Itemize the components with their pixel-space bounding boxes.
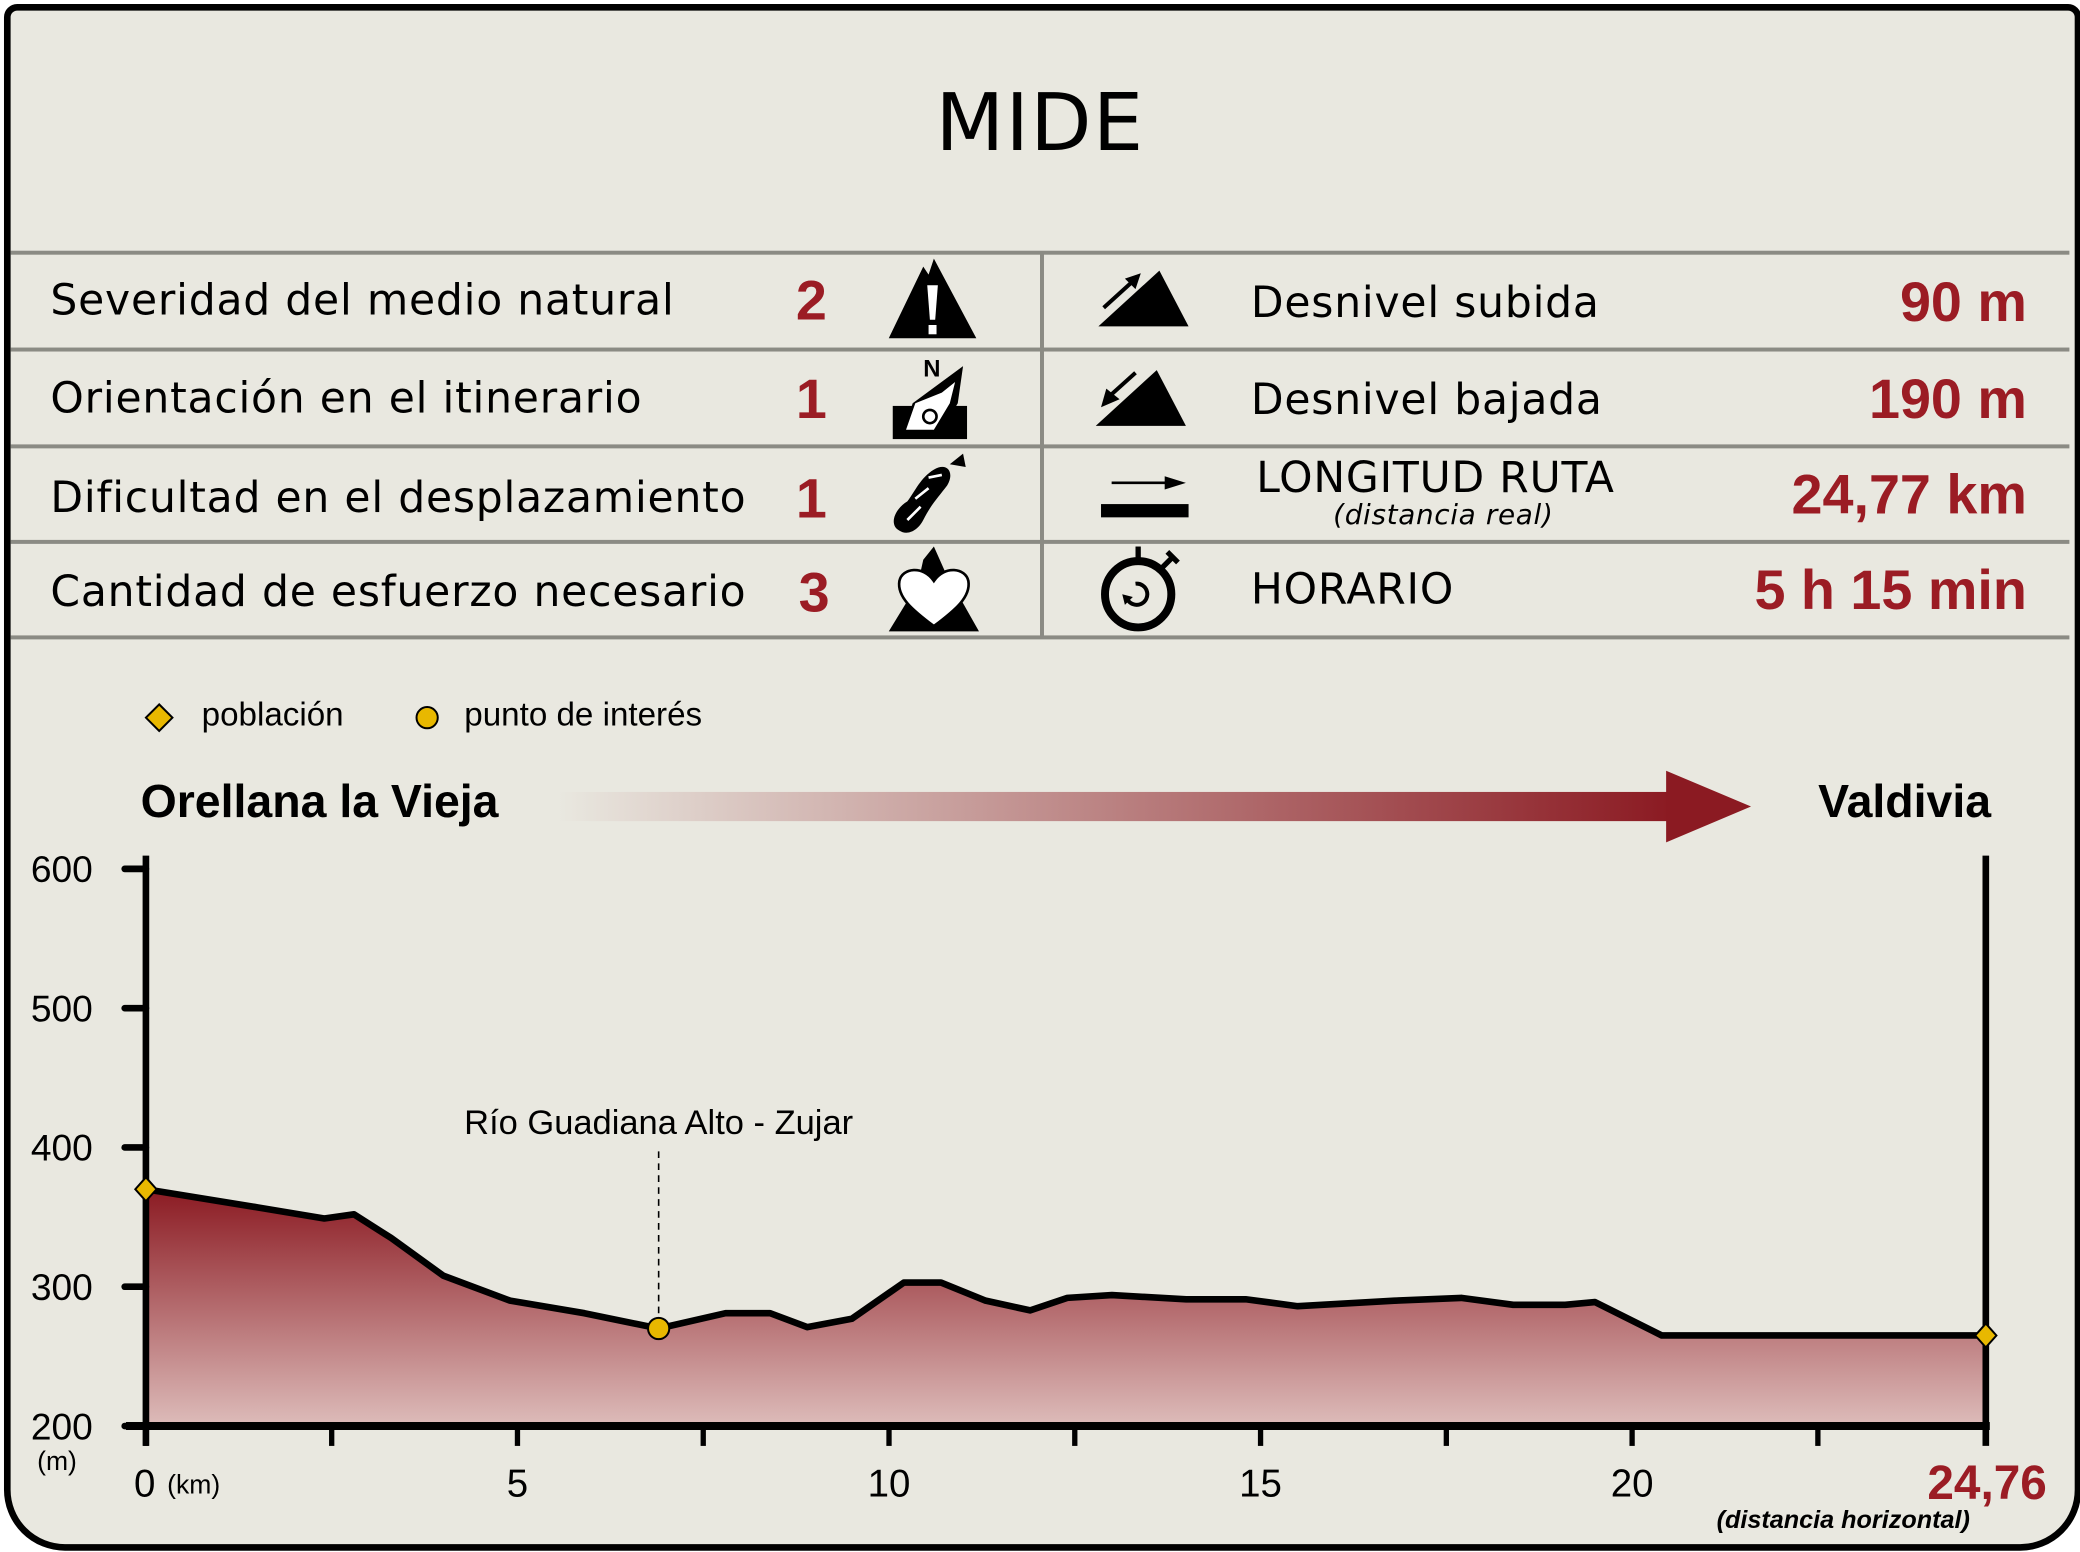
x-axis-unit: (km) xyxy=(167,1470,220,1500)
mide-value: 1 xyxy=(795,367,827,430)
poi-marker xyxy=(647,1316,671,1341)
divider xyxy=(10,347,2070,352)
legend-poi: punto de interés xyxy=(464,696,703,734)
stat-label: HORARIO xyxy=(1250,563,1455,615)
direction-arrow-icon xyxy=(557,770,1752,843)
town-diamond-icon xyxy=(144,702,174,733)
legend-town: población xyxy=(201,696,344,734)
x-end-label: 24,76 xyxy=(1927,1457,2047,1510)
x-end-note: (distancia horizontal) xyxy=(1717,1506,1970,1534)
svg-text:N: N xyxy=(923,356,940,383)
mide-label: Orientación en el itinerario xyxy=(50,372,643,424)
divider xyxy=(10,250,2070,255)
y-axis-unit: (m) xyxy=(37,1446,77,1476)
poi-label: Río Guadiana Alto - Zujar xyxy=(464,1104,853,1142)
stat-label: Desnivel bajada xyxy=(1250,374,1603,425)
heart-mountain-icon xyxy=(888,546,979,632)
divider xyxy=(10,539,2070,544)
mide-value: 1 xyxy=(795,466,827,530)
stopwatch-icon xyxy=(1101,546,1180,632)
elevation-chart: 200 300 400 500 600 0 5 10 15 20 (km) (m) 24,76(dist… xyxy=(31,848,2047,1534)
x-tick-label: 20 xyxy=(1611,1462,1654,1505)
y-tick-label: 600 xyxy=(31,848,93,890)
stat-label: LONGITUD RUTA xyxy=(1256,452,1615,503)
mide-label: Dificultad en el desplazamiento xyxy=(50,472,747,523)
x-tick-label: 5 xyxy=(507,1462,528,1505)
stat-label: Desnivel subida xyxy=(1250,277,1600,328)
footprint-icon xyxy=(893,453,966,533)
stat-sublabel: (distancia real) xyxy=(1333,498,1554,531)
mide-value: 3 xyxy=(798,561,830,624)
divider xyxy=(10,635,2070,640)
divider xyxy=(1039,252,1044,637)
slope-up-icon xyxy=(1098,270,1189,327)
end-place: Valdivia xyxy=(1818,776,1992,828)
mide-value: 2 xyxy=(795,269,827,332)
y-tick-label: 500 xyxy=(31,987,93,1029)
divider xyxy=(10,444,2070,449)
stat-value: 90 m xyxy=(1899,270,2027,333)
distance-icon xyxy=(1101,476,1189,518)
y-tick-label: 300 xyxy=(31,1266,93,1308)
compass-north-icon: N xyxy=(892,356,968,440)
x-tick-label: 10 xyxy=(868,1462,911,1505)
stat-value: 5 h 15 min xyxy=(1754,558,2027,621)
stat-value: 190 m xyxy=(1868,367,2027,430)
town-marker xyxy=(1973,1322,1998,1349)
x-tick-label: 15 xyxy=(1239,1462,1282,1505)
page-title: MIDE xyxy=(935,76,1145,170)
town-marker xyxy=(133,1175,158,1203)
poi-circle-icon xyxy=(415,706,439,730)
stat-value: 24,77 km xyxy=(1791,462,2027,526)
mide-label: Cantidad de esfuerzo necesario xyxy=(50,566,747,617)
y-tick-label: 400 xyxy=(31,1127,93,1169)
mide-label: Severidad del medio natural xyxy=(50,274,675,325)
x-tick-label: 0 xyxy=(134,1462,155,1505)
elevation-area xyxy=(145,1189,1986,1427)
y-tick-label: 200 xyxy=(31,1405,93,1447)
start-place: Orellana la Vieja xyxy=(140,776,499,828)
mountain-warning-icon xyxy=(888,258,977,339)
slope-down-icon xyxy=(1095,370,1186,426)
elevation-line xyxy=(145,1185,1986,1339)
